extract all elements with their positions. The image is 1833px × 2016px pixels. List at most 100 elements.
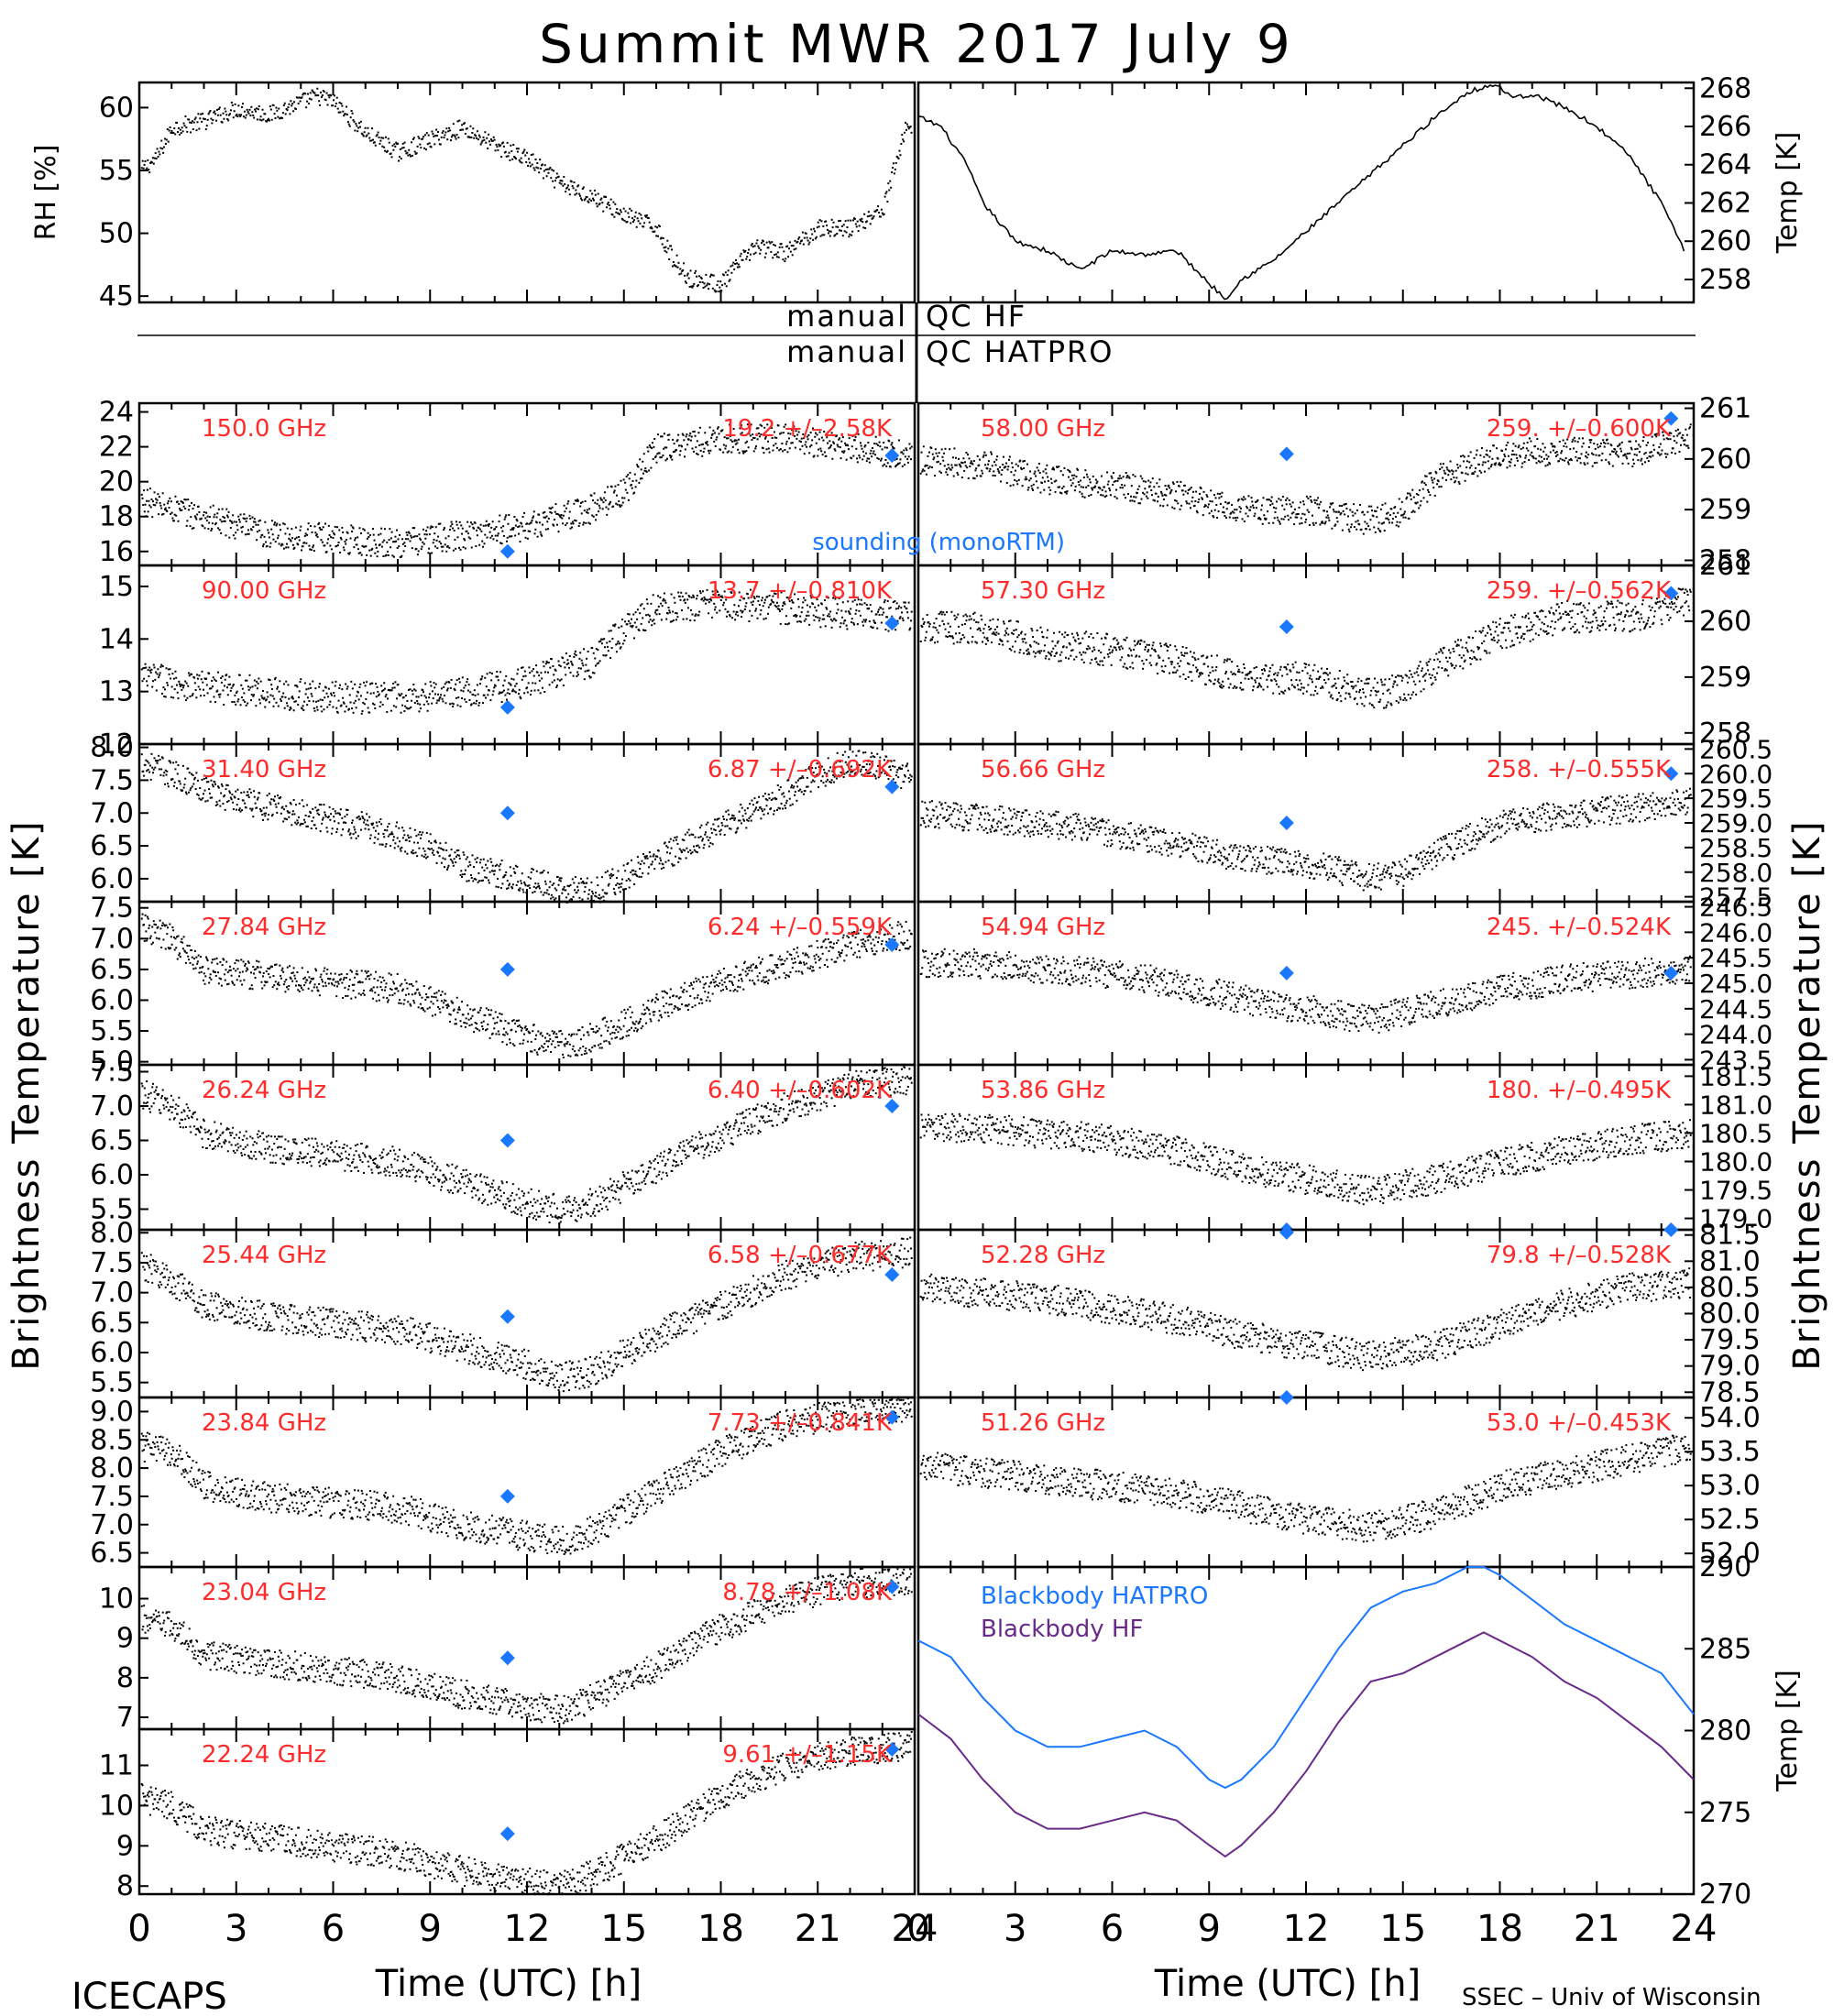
data-point	[347, 988, 350, 991]
data-point	[641, 477, 643, 480]
data-point	[839, 626, 841, 629]
data-point	[360, 811, 363, 814]
data-point	[892, 162, 895, 165]
data-point	[731, 440, 734, 443]
data-point	[658, 862, 661, 865]
data-point	[201, 778, 203, 781]
data-point	[608, 630, 610, 632]
data-point	[623, 219, 626, 222]
data-point	[383, 539, 386, 542]
data-point	[246, 679, 248, 682]
data-point	[603, 646, 606, 649]
data-point	[701, 838, 704, 840]
data-point	[273, 521, 276, 524]
data-point	[249, 517, 252, 520]
data-point	[338, 529, 341, 531]
data-point	[202, 681, 204, 684]
data-point	[237, 698, 240, 701]
data-point	[270, 965, 273, 968]
data-point	[512, 143, 515, 146]
data-point	[848, 437, 851, 440]
data-point	[280, 795, 282, 798]
data-point	[907, 455, 910, 458]
data-point	[187, 672, 190, 674]
data-point	[488, 522, 490, 525]
data-point	[761, 597, 763, 599]
data-point	[275, 524, 278, 527]
data-point	[901, 611, 904, 614]
data-point	[877, 457, 880, 460]
data-point	[434, 135, 437, 137]
data-point	[908, 443, 911, 445]
data-point	[255, 110, 258, 113]
data-point	[197, 505, 200, 508]
data-point	[412, 999, 415, 1002]
data-point	[547, 671, 550, 674]
data-point	[302, 823, 304, 826]
data-point	[507, 887, 510, 890]
data-point	[390, 831, 393, 834]
data-point	[563, 175, 565, 178]
data-point	[231, 701, 234, 704]
data-point	[795, 430, 797, 433]
data-point	[471, 131, 474, 134]
data-point	[787, 247, 790, 250]
data-point	[773, 444, 775, 447]
data-point	[383, 828, 386, 831]
data-point	[690, 597, 693, 599]
data-point	[460, 128, 463, 131]
data-point	[894, 168, 896, 170]
data-point	[151, 680, 154, 683]
data-point	[521, 522, 523, 525]
data-point	[379, 986, 382, 989]
data-point	[764, 252, 767, 255]
data-point	[442, 130, 445, 133]
data-point	[830, 432, 833, 434]
data-point	[587, 893, 590, 895]
data-point	[723, 436, 726, 439]
data-point	[335, 544, 338, 547]
data-point	[782, 450, 785, 453]
data-point	[481, 540, 484, 542]
data-point	[272, 538, 275, 541]
data-point	[333, 978, 335, 981]
data-point	[523, 670, 526, 673]
data-point	[701, 839, 704, 842]
data-point	[686, 831, 689, 834]
data-point	[327, 815, 330, 817]
data-point	[178, 133, 181, 136]
data-point	[889, 765, 892, 768]
data-point	[302, 805, 305, 807]
data-point	[460, 870, 463, 872]
data-point	[500, 701, 503, 704]
data-point	[585, 521, 587, 524]
data-point	[380, 823, 383, 826]
data-point	[497, 886, 499, 889]
data-point	[258, 520, 260, 522]
data-point	[536, 671, 539, 674]
data-point	[261, 975, 264, 978]
data-point	[162, 686, 165, 689]
data-point	[244, 116, 247, 119]
data-point	[292, 967, 295, 970]
data-point	[640, 875, 642, 878]
data-point	[672, 619, 675, 621]
data-point	[592, 199, 595, 202]
data-point	[777, 806, 780, 809]
data-point	[648, 221, 651, 224]
data-point	[360, 712, 363, 715]
data-point	[252, 114, 255, 116]
data-point	[195, 129, 198, 132]
data-point	[275, 106, 278, 109]
data-point	[910, 445, 913, 448]
data-point	[445, 868, 448, 871]
data-point	[319, 91, 322, 93]
data-point	[799, 441, 802, 444]
data-point	[266, 691, 269, 694]
data-point	[645, 614, 648, 617]
data-point	[880, 459, 883, 462]
data-point	[255, 705, 258, 707]
data-point	[211, 685, 214, 688]
data-point	[210, 779, 213, 782]
data-point	[148, 937, 151, 939]
